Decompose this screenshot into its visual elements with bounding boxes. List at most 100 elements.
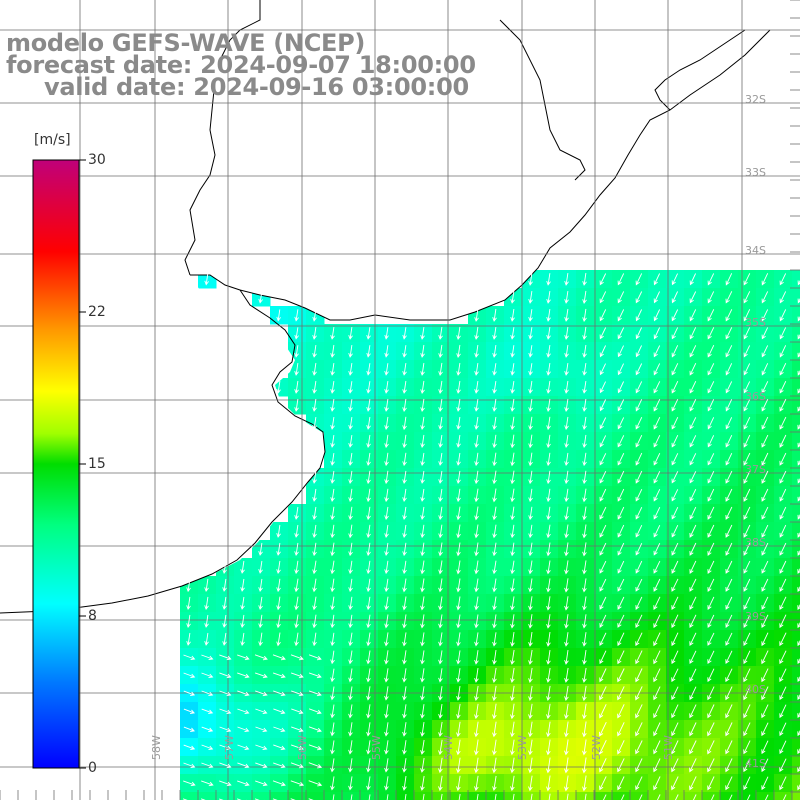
wind-arrow (546, 363, 551, 376)
wind-arrow (510, 416, 515, 431)
wind-arrow (620, 794, 625, 800)
wind-arrow (635, 650, 643, 665)
wind-arrow (474, 326, 479, 340)
wind-arrow (312, 488, 317, 502)
wind-arrow (222, 614, 227, 628)
wind-speed-cell (270, 792, 289, 800)
wind-speed-cell (792, 648, 800, 667)
wind-arrow (291, 690, 304, 697)
wind-arrow (276, 578, 281, 593)
wind-arrow (272, 654, 286, 661)
wind-arrow (546, 667, 551, 683)
wind-arrow (201, 672, 214, 679)
wind-arrow (330, 632, 335, 647)
wind-speed-cell (792, 504, 800, 523)
wind-arrow (689, 632, 697, 647)
wind-arrow (219, 690, 232, 697)
wind-arrow (474, 721, 479, 738)
wind-arrow (653, 273, 661, 286)
wind-arrow (564, 273, 569, 286)
wind-arrow (474, 399, 479, 412)
wind-arrow (635, 435, 643, 448)
wind-arrow (273, 690, 286, 697)
wind-arrow (254, 654, 268, 661)
wind-arrow (671, 327, 679, 340)
lon-label: 55W (370, 735, 383, 760)
wind-arrow (312, 327, 317, 340)
wind-arrow (258, 614, 263, 629)
wind-arrow (366, 650, 371, 665)
lat-label: 39S (745, 610, 766, 623)
wind-arrow (420, 722, 425, 737)
wind-arrow (564, 775, 569, 792)
wind-arrow (308, 780, 323, 787)
wind-arrow (456, 452, 461, 466)
wind-arrow (528, 775, 533, 792)
wind-speed-cell (792, 306, 800, 325)
wind-arrow (725, 596, 733, 610)
wind-arrow (474, 632, 479, 647)
wind-arrow (366, 345, 371, 358)
wind-arrow (474, 344, 479, 358)
wind-arrow (564, 326, 569, 340)
wind-arrow (707, 506, 715, 520)
wind-speed-cell (792, 450, 800, 469)
wind-arrow (761, 345, 769, 358)
wind-arrow (653, 758, 661, 773)
wind-arrow (743, 668, 751, 683)
wind-speed-cell (306, 792, 325, 800)
wind-arrow (779, 632, 787, 647)
wind-arrow (528, 703, 533, 720)
wind-arrow (564, 434, 569, 449)
wind-speed-cell (540, 792, 559, 800)
wind-arrow (582, 488, 587, 503)
wind-speed-cell (720, 792, 739, 800)
wind-arrow (384, 416, 389, 431)
wind-arrow (779, 291, 787, 304)
wind-arrow (456, 721, 461, 738)
wind-arrow (707, 471, 715, 484)
wind-arrow (258, 560, 263, 574)
wind-arrow (294, 506, 299, 520)
wind-arrow (671, 578, 679, 592)
wind-arrow (528, 632, 533, 647)
wind-arrow (761, 560, 769, 574)
wind-arrow (348, 524, 353, 539)
wind-arrow (653, 327, 661, 340)
wind-arrow (761, 704, 769, 719)
wind-arrow (237, 672, 250, 679)
land-argentina (0, 0, 325, 612)
wind-arrow (492, 470, 497, 485)
wind-speed-cell (216, 792, 235, 800)
wind-arrow (599, 668, 607, 683)
wind-arrow (420, 452, 425, 467)
wind-arrow (294, 363, 299, 376)
wind-speed-cell (792, 378, 800, 397)
wind-arrow (761, 668, 769, 683)
wind-arrow (653, 363, 661, 376)
wind-arrow (743, 345, 751, 358)
wind-arrow (564, 542, 569, 557)
wind-arrow (564, 308, 569, 322)
wind-arrow (474, 560, 479, 575)
wind-arrow (276, 524, 281, 538)
wind-arrow (201, 780, 214, 787)
wind-arrow (635, 452, 643, 466)
wind-arrow (635, 560, 643, 574)
wind-arrow (564, 721, 569, 738)
wind-arrow (492, 506, 497, 521)
wind-arrow (456, 362, 461, 376)
wind-arrow (402, 632, 407, 647)
wind-arrow (779, 416, 787, 430)
wind-arrow (797, 712, 800, 719)
wind-arrow (599, 435, 607, 448)
wind-arrow (510, 703, 515, 720)
wind-arrow (332, 794, 335, 800)
wind-arrow (312, 362, 317, 376)
wind-arrow (797, 676, 800, 683)
wind-arrow (779, 524, 787, 538)
wind-arrow (707, 363, 715, 376)
wind-arrow (707, 758, 715, 773)
wind-arrow (779, 309, 787, 322)
wind-arrow (312, 380, 317, 394)
